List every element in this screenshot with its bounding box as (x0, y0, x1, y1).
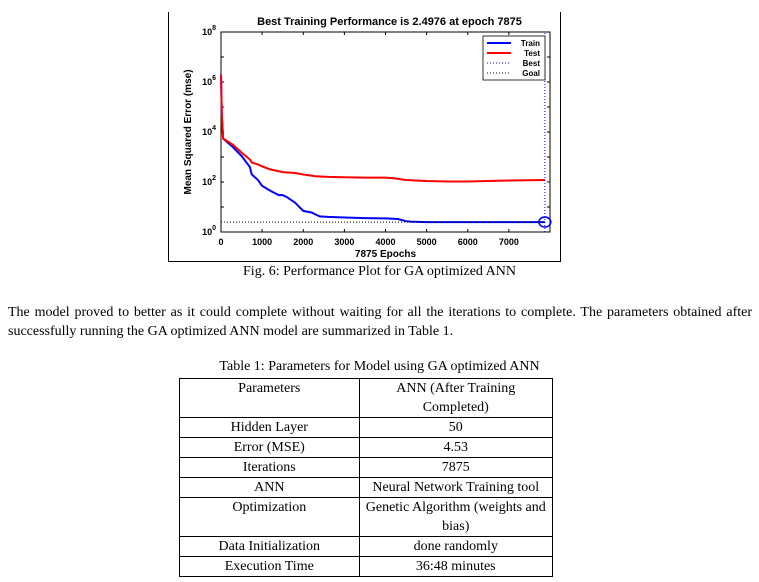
best-point-marker (538, 216, 552, 228)
table-row: Error (MSE) 4.53 (179, 437, 554, 458)
performance-plot: Best Training Performance is 2.4976 at e… (183, 16, 552, 260)
series-test-line (220, 74, 545, 183)
x-tick-label: 6000 (458, 237, 478, 247)
x-tick-label: 5000 (417, 237, 437, 247)
table-caption: Table 1: Parameters for Model using GA o… (219, 359, 540, 374)
table-row: ANN Neural Network Training tool (179, 477, 554, 498)
chart-title: Best Training Performance is 2.4976 at e… (257, 16, 522, 28)
parameter-name-cell: Error (MSE) (179, 437, 360, 458)
body-paragraph: The model proved to better as it could c… (8, 305, 752, 339)
x-tick-label: 4000 (375, 237, 395, 247)
table-header-cell: Parameters (179, 378, 360, 418)
parameter-name-cell: Iterations (179, 457, 360, 478)
x-tick-label: 7000 (499, 237, 519, 247)
figure: Best Training Performance is 2.4976 at e… (168, 12, 561, 262)
parameter-value-cell: Neural Network Training tool (358, 477, 554, 498)
y-tick-label: 102 (202, 175, 216, 187)
parameter-name-cell: Hidden Layer (179, 417, 360, 438)
x-tick-label: 2000 (293, 237, 313, 247)
x-tick-label: 1000 (252, 237, 272, 247)
parameter-value-cell: 4.53 (358, 437, 554, 458)
table-row: Execution Time 36:48 minutes (179, 556, 554, 577)
y-tick-label: 100 (202, 225, 216, 237)
table-row: Data Initialization done randomly (179, 536, 554, 557)
y-tick-label: 106 (202, 75, 216, 87)
parameters-table: Parameters ANN (After Training Completed… (179, 378, 554, 577)
table-header-row: Parameters ANN (After Training Completed… (179, 378, 554, 418)
y-tick-label: 104 (202, 125, 216, 137)
parameter-name-cell: Data Initialization (179, 536, 360, 557)
x-tick-label: 3000 (334, 237, 354, 247)
legend-label: Train (521, 39, 540, 48)
parameter-value-cell: 50 (358, 417, 554, 438)
parameter-name-cell: Execution Time (179, 556, 360, 577)
parameter-value-cell: done randomly (358, 536, 554, 557)
parameter-value-cell: 7875 (358, 457, 554, 478)
parameter-name-cell: ANN (179, 477, 360, 498)
y-tick-label: 108 (202, 25, 216, 37)
x-axis-label: 7875 Epochs (355, 249, 417, 260)
table-row: Iterations 7875 (179, 457, 554, 478)
parameter-name-cell: Optimization (179, 497, 360, 537)
table-header-cell: ANN (After Training Completed) (358, 378, 554, 418)
legend-label: Best (523, 59, 541, 68)
legend-label: Goal (522, 69, 540, 78)
parameter-value-cell: 36:48 minutes (358, 556, 554, 577)
series-train-line (220, 74, 545, 224)
figure-caption: Fig. 6: Performance Plot for GA optimize… (243, 264, 516, 279)
parameter-value-cell: Genetic Algorithm (weights and bias) (358, 497, 554, 537)
y-axis-label: Mean Squared Error (mse) (183, 69, 194, 194)
table-row: Hidden Layer 50 (179, 417, 554, 438)
legend-label: Test (524, 49, 540, 58)
table-row: Optimization Genetic Algorithm (weights a… (179, 497, 554, 537)
x-tick-label: 0 (218, 237, 223, 247)
